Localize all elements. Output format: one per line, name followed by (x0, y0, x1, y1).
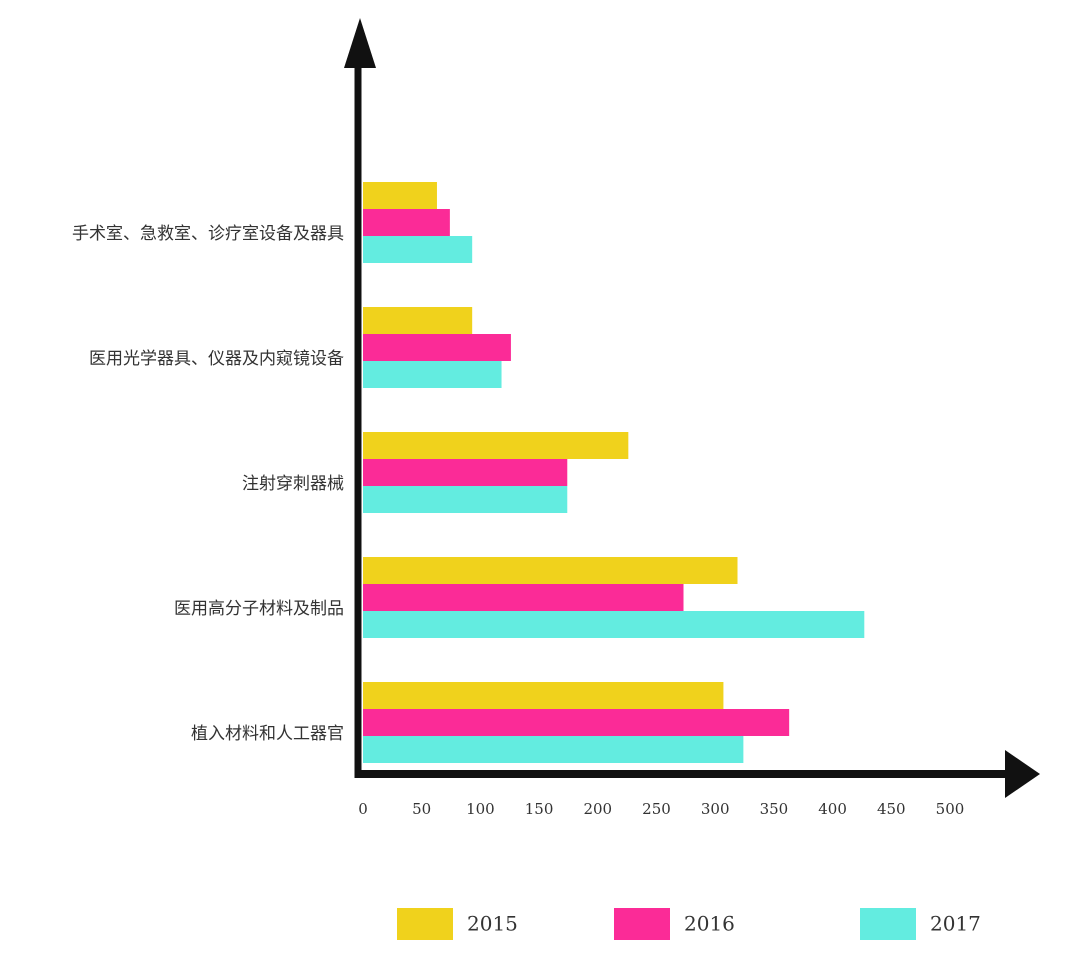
legend-label: 2016 (684, 912, 735, 936)
bar (363, 432, 629, 459)
y-tick-label: 手术室、急救室、诊疗室设备及器具 (72, 224, 344, 244)
y-tick-label: 医用高分子材料及制品 (174, 599, 344, 619)
bar (363, 557, 738, 584)
x-tick-label: 50 (412, 800, 431, 818)
legend-swatch (397, 908, 453, 940)
legend-label: 2017 (930, 912, 981, 936)
bar (363, 486, 568, 513)
x-tick-label: 150 (525, 800, 554, 818)
x-tick-label: 450 (877, 800, 906, 818)
x-tick-label: 400 (818, 800, 847, 818)
bar (363, 682, 724, 709)
legend-swatch (860, 908, 916, 940)
bar (363, 209, 450, 236)
bar (363, 182, 437, 209)
bar (363, 334, 511, 361)
bar (363, 459, 568, 486)
bar (363, 736, 744, 763)
y-tick-label: 医用光学器具、仪器及内窥镜设备 (89, 349, 344, 369)
legend-swatch (614, 908, 670, 940)
legend-label: 2015 (467, 912, 518, 936)
x-tick-label: 200 (583, 800, 612, 818)
bar (363, 307, 473, 334)
x-tick-label: 300 (701, 800, 730, 818)
y-axis-arrow (344, 18, 376, 68)
x-axis-arrow (1005, 750, 1040, 798)
y-tick-label: 注射穿刺器械 (242, 474, 344, 494)
bar (363, 361, 502, 388)
x-tick-label: 250 (642, 800, 671, 818)
bar (363, 709, 790, 736)
bar (363, 584, 684, 611)
x-tick-label: 0 (358, 800, 368, 818)
x-tick-label: 100 (466, 800, 495, 818)
bar (363, 611, 865, 638)
x-tick-label: 500 (936, 800, 965, 818)
y-tick-label: 植入材料和人工器官 (191, 724, 344, 744)
x-tick-label: 350 (760, 800, 789, 818)
bar (363, 236, 473, 263)
